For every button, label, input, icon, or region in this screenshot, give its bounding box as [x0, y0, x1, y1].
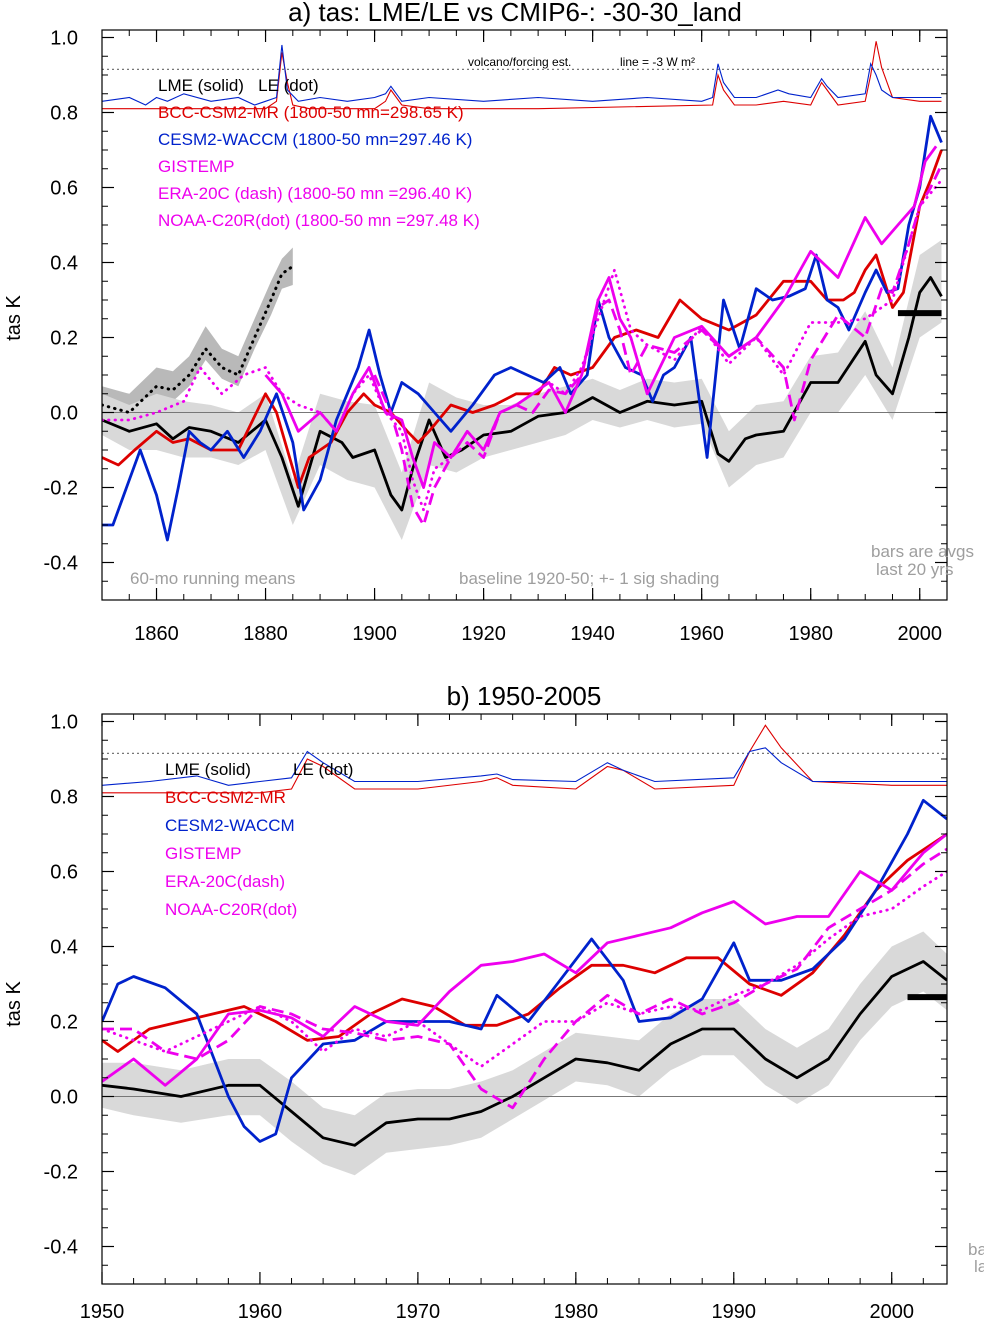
panel-a-note-running-means: 60-mo running means — [130, 569, 295, 588]
panel-b-series — [102, 798, 947, 1147]
panel-b-note-last20: la — [974, 1257, 984, 1276]
panel-a-frame — [101, 29, 948, 601]
y-tick-label: 0.8 — [50, 787, 78, 809]
y-tick-label: 0.6 — [50, 862, 78, 884]
panel-b-legend-noaa: NOAA-C20R(dot) — [165, 900, 297, 919]
y-tick-label: 0.6 — [50, 178, 78, 200]
panel-a-shading — [102, 240, 942, 540]
series-le-dot — [102, 264, 295, 414]
y-tick-label: 0.2 — [50, 1012, 78, 1034]
series-gistemp — [264, 145, 938, 489]
panel-a-legend-gistemp: GISTEMP — [158, 157, 235, 176]
y-tick-label: 0.4 — [50, 937, 78, 959]
y-tick-label: -0.4 — [44, 553, 78, 575]
y-tick-label: 0.8 — [50, 103, 78, 125]
panel-b-forcing-lines — [102, 724, 947, 794]
y-tick-label: -0.2 — [44, 478, 78, 500]
panel-a-note-last20: last 20 yrs — [876, 560, 953, 579]
x-tick-label: 1970 — [396, 1301, 441, 1323]
forcing-line-bcc-forcing — [102, 41, 942, 110]
panel-a: a) tas: LME/LE vs CMIP6-: -30-30_land 18… — [3, 0, 974, 645]
y-tick-label: -0.4 — [44, 1237, 78, 1259]
panel-b-legend-era20c: ERA-20C(dash) — [165, 872, 285, 891]
panel-b-title: b) 1950-2005 — [447, 681, 602, 711]
series-cesm2-waccm — [102, 798, 947, 1143]
panel-b: b) 1950-2005 1950 1960 1970 1980 1990 2000 -0.… — [3, 681, 984, 1323]
y-tick-label: 0.0 — [50, 1087, 78, 1109]
series-cesm2-waccm — [102, 114, 943, 542]
x-tick-label: 1880 — [243, 623, 288, 645]
panel-b-ylabel: tas K — [3, 981, 25, 1027]
panel-a-ylabel: tas K — [3, 295, 25, 341]
panel-b-legend-cesm: CESM2-WACCM — [165, 816, 295, 835]
y-tick-label: -0.2 — [44, 1162, 78, 1184]
panel-a-forcing-lines — [102, 41, 942, 110]
panel-b-shading — [102, 931, 947, 1176]
x-tick-label: 1860 — [134, 623, 179, 645]
panel-b-frame — [101, 713, 948, 1285]
x-tick-label: 1900 — [352, 623, 397, 645]
series-era-20c — [373, 164, 943, 527]
x-tick-label: 2000 — [869, 1301, 914, 1323]
panel-a-axes: 1860 1880 1900 1920 1940 1960 1980 2000 -0.4 -0.2… — [44, 28, 948, 645]
panel-b-legend-lme: LME (solid) — [165, 760, 251, 779]
panel-a-forcing-note: volcano/forcing est. — [468, 55, 571, 69]
panel-a-note-bars: bars are avgs — [871, 542, 974, 561]
forcing-line-cesm-forcing — [102, 747, 947, 786]
series-bcc-csm2-mr — [102, 832, 947, 1053]
panel-a-legend-noaa: NOAA-C20R(dot) (1800-50 mn =297.48 K) — [158, 211, 480, 230]
panel-a-legend-cesm: CESM2-WACCM (1800-50 mn=297.46 K) — [158, 130, 472, 149]
panel-a-forcing-line-note: line = -3 W m² — [620, 55, 695, 69]
y-tick-label: 0.0 — [50, 403, 78, 425]
panel-a-legend-lme-le: LME (solid) LE (dot) — [158, 76, 319, 95]
x-tick-label: 1980 — [788, 623, 833, 645]
x-tick-label: 1950 — [80, 1301, 125, 1323]
forcing-line-bcc-forcing — [102, 724, 947, 794]
series-lme-solid — [102, 960, 947, 1147]
y-tick-label: 1.0 — [50, 712, 78, 734]
panel-a-legend-bcc: BCC-CSM2-MR (1800-50 mn=298.65 K) — [158, 103, 464, 122]
shade-band-le-spread — [102, 247, 293, 424]
panel-a-title: a) tas: LME/LE vs CMIP6-: -30-30_land — [288, 0, 742, 27]
x-tick-label: 1960 — [238, 1301, 283, 1323]
x-tick-label: 1960 — [679, 623, 724, 645]
series-noaa-c20r — [102, 178, 943, 512]
panel-a-series — [102, 114, 943, 542]
series-era-20c — [102, 847, 947, 1110]
panel-b-note-bars: ba — [968, 1240, 984, 1259]
x-tick-label: 1920 — [461, 623, 506, 645]
shade-band-lme-spread — [102, 240, 942, 540]
forcing-line-cesm-forcing — [102, 44, 942, 106]
panel-b-axes: 1950 1960 1970 1980 1990 2000 -0.4 -0.2 0.0 0.2 0.… — [44, 712, 947, 1323]
y-tick-label: 1.0 — [50, 28, 78, 50]
y-tick-label: 0.4 — [50, 253, 78, 275]
panel-b-legend-bcc: BCC-CSM2-MR — [165, 788, 286, 807]
panel-a-note-baseline: baseline 1920-50; +- 1 sig shading — [459, 569, 719, 588]
y-tick-label: 0.2 — [50, 328, 78, 350]
x-tick-label: 1990 — [712, 1301, 757, 1323]
series-gistemp — [102, 832, 947, 1087]
panel-a-legend-era20c: ERA-20C (dash) (1800-50 mn =296.40 K) — [158, 184, 472, 203]
shade-band-lme-spread — [102, 931, 947, 1176]
x-tick-label: 2000 — [897, 623, 942, 645]
series-bcc-csm2-mr — [102, 149, 943, 489]
panel-b-legend-le: LE (dot) — [293, 760, 353, 779]
x-tick-label: 1940 — [570, 623, 615, 645]
panel-b-legend-gistemp: GISTEMP — [165, 844, 242, 863]
x-tick-label: 1980 — [554, 1301, 599, 1323]
